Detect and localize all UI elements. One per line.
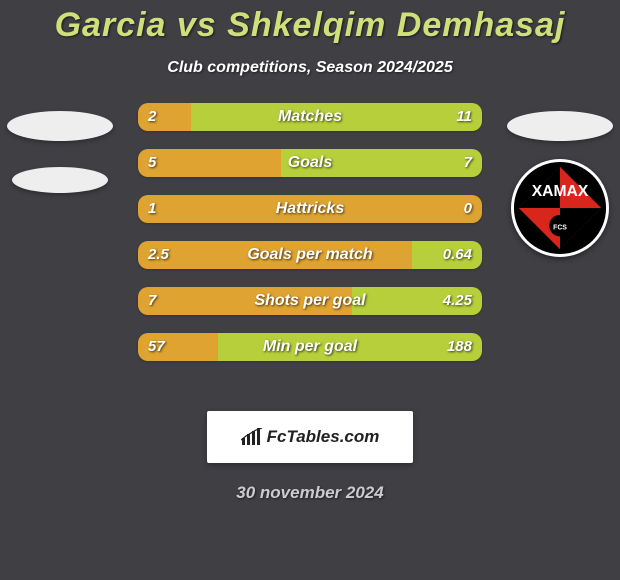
svg-text:XAMAX: XAMAX (532, 183, 589, 200)
page-title: Garcia vs Shkelqim Demhasaj (0, 0, 620, 45)
right-player-logos: XAMAX FCS (504, 111, 616, 257)
stat-value-left: 7 (148, 287, 156, 315)
stat-row: Hattricks1 0 (138, 195, 482, 223)
stat-bars: Matches211Goals57Hattricks10Goals per ma… (138, 103, 482, 379)
stat-row: Matches2 11 (138, 103, 482, 131)
stat-value-right: 0.64 (443, 241, 472, 269)
xamax-badge-icon: XAMAX FCS (511, 159, 609, 257)
stat-label: Hattricks (138, 195, 482, 223)
stat-value-left: 2.5 (148, 241, 169, 269)
stat-value-left: 2 (148, 103, 156, 131)
stat-row: Min per goal57 188 (138, 333, 482, 361)
footer-brand-text: FcTables.com (267, 427, 380, 447)
stat-row: Shots per goal7 4.25 (138, 287, 482, 315)
subtitle: Club competitions, Season 2024/2025 (0, 59, 620, 77)
stat-label: Min per goal (138, 333, 482, 361)
stat-label: Shots per goal (138, 287, 482, 315)
footer-brand-box: FcTables.com (207, 411, 413, 463)
right-club-logo-1 (507, 111, 613, 141)
stat-value-left: 57 (148, 333, 165, 361)
right-club-badge: XAMAX FCS (511, 159, 609, 257)
stat-row: Goals per match2.5 0.64 (138, 241, 482, 269)
chart-bars-icon (241, 428, 263, 446)
left-player-logos (4, 111, 116, 193)
chart-area: XAMAX FCS Matches211Goals57Hattricks10Go… (0, 111, 620, 411)
left-club-logo-1 (7, 111, 113, 141)
stat-row: Goals5 7 (138, 149, 482, 177)
stat-value-left: 1 (148, 195, 156, 223)
stat-label: Matches (138, 103, 482, 131)
stat-label: Goals (138, 149, 482, 177)
stat-value-right: 7 (464, 149, 472, 177)
page-root: Garcia vs Shkelqim Demhasaj Club competi… (0, 0, 620, 580)
stat-label: Goals per match (138, 241, 482, 269)
left-club-logo-2 (12, 167, 108, 193)
stat-value-left: 5 (148, 149, 156, 177)
svg-text:FCS: FCS (553, 225, 567, 232)
date-text: 30 november 2024 (0, 483, 620, 503)
stat-value-right: 4.25 (443, 287, 472, 315)
stat-value-right: 11 (456, 103, 472, 131)
stat-value-right: 188 (447, 333, 472, 361)
stat-value-right: 0 (464, 195, 472, 223)
